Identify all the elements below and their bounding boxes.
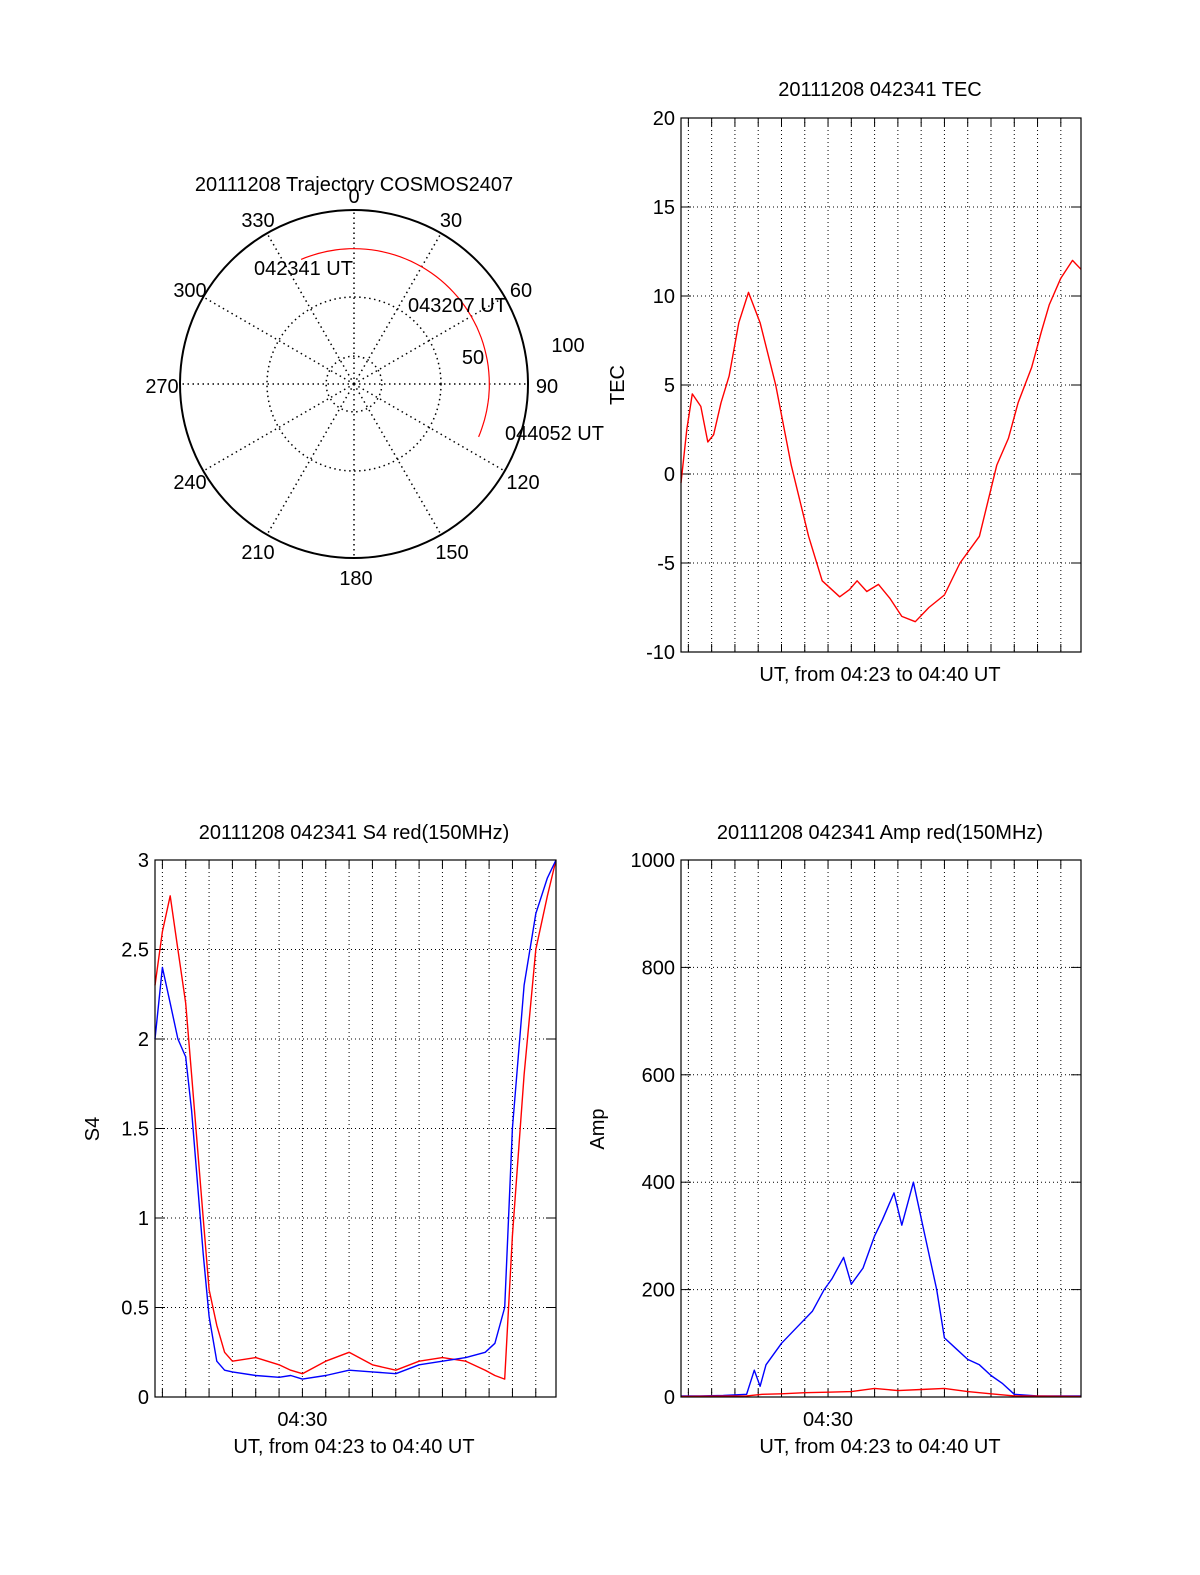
y-tick-label: 200 xyxy=(642,1280,675,1302)
s4-xlabel: UT, from 04:23 to 04:40 UT xyxy=(233,1436,474,1458)
s4-ylabel: S4 xyxy=(82,1117,104,1141)
polar-spoke xyxy=(353,232,442,385)
trajectory-time-label: 043207 UT xyxy=(408,295,507,317)
azimuth-label: 90 xyxy=(536,376,558,398)
polar-spoke xyxy=(353,296,506,385)
amp-panel: 20111208 042341 Amp red(150MHz) Amp UT, … xyxy=(587,822,1082,1458)
azimuth-label: 150 xyxy=(435,542,468,564)
series-line xyxy=(680,259,1082,623)
tec-plot: -10 -5 0 5 10 15 20 xyxy=(646,108,1082,664)
s4-title: 20111208 042341 S4 red(150MHz) xyxy=(199,822,510,844)
polar-panel: 20111208 Trajectory COSMOS2407 0 30 60 90 12… xyxy=(145,174,604,590)
x-tick-label: 04:30 xyxy=(803,1409,853,1431)
y-tick-label: 1 xyxy=(138,1208,149,1230)
radius-label: 100 xyxy=(551,335,584,357)
polar-spoke xyxy=(353,383,506,472)
azimuth-label: 270 xyxy=(145,376,178,398)
amp-title: 20111208 042341 Amp red(150MHz) xyxy=(717,822,1043,844)
polar-spoke xyxy=(202,296,355,385)
series-line xyxy=(154,859,557,1380)
y-tick-label: 3 xyxy=(138,850,149,872)
y-tick-label: 1.5 xyxy=(121,1119,149,1141)
azimuth-label: 330 xyxy=(241,210,274,232)
polar-plot: 0 30 60 90 120 150 180 210 240 270 300 330 50 100 0423… xyxy=(145,186,604,590)
y-tick-label: 1000 xyxy=(631,850,676,872)
amp-plot: 0 200 400 600 800 1000 04:30 xyxy=(631,850,1082,1431)
azimuth-label: 30 xyxy=(440,210,462,232)
amp-xlabel: UT, from 04:23 to 04:40 UT xyxy=(759,1436,1000,1458)
azimuth-label: 60 xyxy=(510,280,532,302)
trajectory-line xyxy=(300,248,490,438)
polar-spoke xyxy=(266,383,355,536)
y-tick-label: -5 xyxy=(657,553,675,575)
tec-panel: 20111208 042341 TEC TEC UT, from 04:23 t… xyxy=(607,79,1082,686)
polar-title: 20111208 Trajectory COSMOS2407 xyxy=(195,174,513,196)
y-tick-label: 10 xyxy=(653,286,675,308)
y-tick-label: -10 xyxy=(646,642,675,664)
y-tick-label: 400 xyxy=(642,1172,675,1194)
polar-spoke xyxy=(353,383,442,536)
y-tick-label: 0.5 xyxy=(121,1298,149,1320)
series-line xyxy=(154,859,557,1380)
y-tick-label: 2 xyxy=(138,1029,149,1051)
azimuth-label: 240 xyxy=(173,472,206,494)
polar-ring xyxy=(266,296,442,472)
y-tick-label: 0 xyxy=(138,1387,149,1409)
tec-xlabel: UT, from 04:23 to 04:40 UT xyxy=(759,664,1000,686)
trajectory-time-label: 042341 UT xyxy=(254,258,353,280)
s4-plot: 0 0.5 1 1.5 2 2.5 3 04:30 xyxy=(121,850,557,1431)
tec-ylabel: TEC xyxy=(607,365,629,405)
y-tick-label: 800 xyxy=(642,957,675,979)
polar-ring xyxy=(325,355,383,413)
trajectory-time-label: 044052 UT xyxy=(505,423,604,445)
polar-outline xyxy=(179,209,529,559)
y-tick-label: 5 xyxy=(664,375,675,397)
y-tick-label: 600 xyxy=(642,1065,675,1087)
azimuth-label: 120 xyxy=(506,472,539,494)
azimuth-label: 210 xyxy=(241,542,274,564)
y-tick-label: 2.5 xyxy=(121,940,149,962)
amp-ylabel: Amp xyxy=(587,1108,609,1149)
series-line xyxy=(680,1387,1082,1398)
polar-spoke xyxy=(266,232,355,385)
azimuth-label: 180 xyxy=(339,568,372,590)
radius-label: 50 xyxy=(462,347,484,369)
s4-panel: 20111208 042341 S4 red(150MHz) S4 UT, fr… xyxy=(82,822,557,1458)
polar-spoke xyxy=(202,383,355,472)
y-tick-label: 20 xyxy=(653,108,675,130)
plot-frame xyxy=(680,117,1082,653)
y-tick-label: 0 xyxy=(664,1387,675,1409)
azimuth-label: 0 xyxy=(348,186,359,208)
tec-title: 20111208 042341 TEC xyxy=(778,79,982,101)
y-tick-label: 0 xyxy=(664,464,675,486)
azimuth-label: 300 xyxy=(173,280,206,302)
series-line xyxy=(681,1181,1081,1397)
plot-frame xyxy=(154,859,557,1398)
y-tick-label: 15 xyxy=(653,197,675,219)
x-tick-label: 04:30 xyxy=(277,1409,327,1431)
plot-frame xyxy=(680,859,1082,1398)
